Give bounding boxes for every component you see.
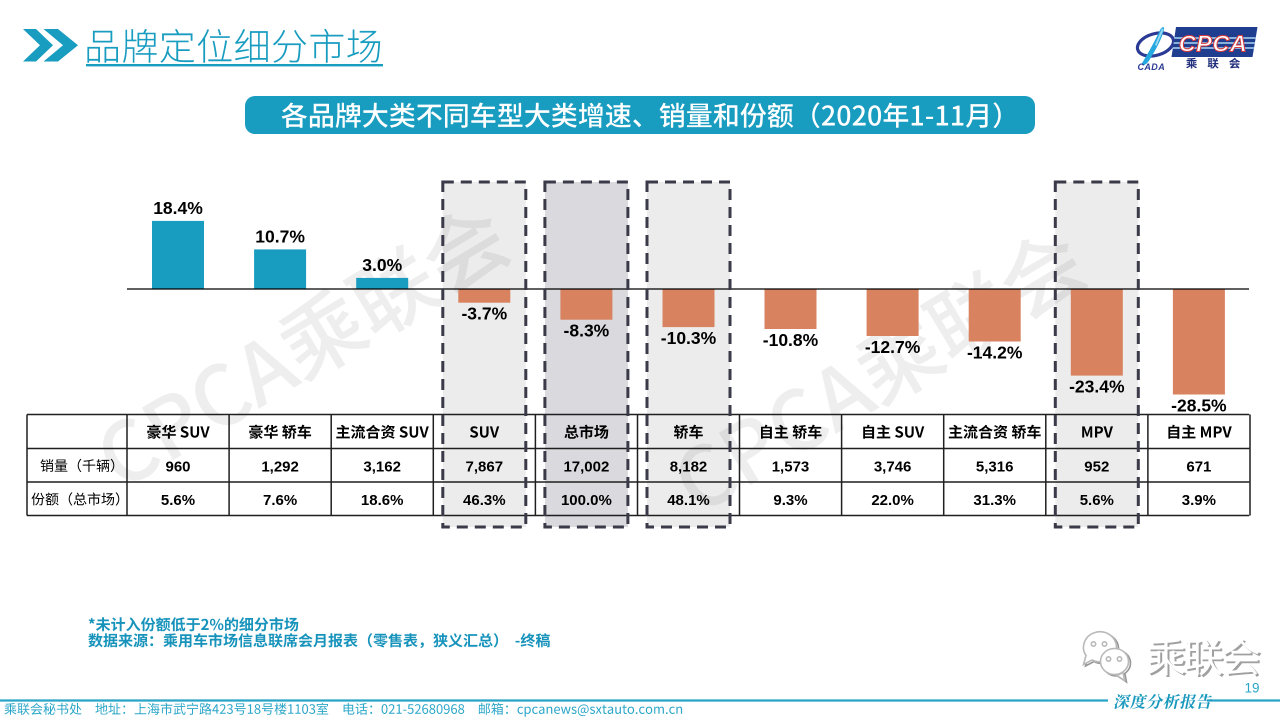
svg-text:-28.5%: -28.5% [1171, 395, 1227, 415]
svg-text:48.1%: 48.1% [667, 492, 710, 509]
svg-text:10.7%: 10.7% [255, 226, 305, 246]
svg-text:1,573: 1,573 [772, 459, 810, 476]
svg-text:7.6%: 7.6% [263, 492, 297, 509]
svg-text:31.3%: 31.3% [973, 492, 1016, 509]
svg-text:1,292: 1,292 [261, 459, 299, 476]
svg-text:CADA: CADA [1138, 62, 1166, 72]
svg-text:3,746: 3,746 [874, 459, 912, 476]
svg-text:-8.3%: -8.3% [564, 321, 610, 341]
svg-text:46.3%: 46.3% [463, 492, 506, 509]
svg-text:7,867: 7,867 [466, 459, 504, 476]
svg-text:9.3%: 9.3% [773, 492, 807, 509]
svg-text:-10.3%: -10.3% [661, 328, 717, 348]
svg-text:3.0%: 3.0% [362, 255, 402, 275]
svg-text:960: 960 [165, 459, 190, 476]
svg-text:-23.4%: -23.4% [1069, 377, 1125, 397]
svg-text:22.0%: 22.0% [871, 492, 914, 509]
svg-text:5,316: 5,316 [976, 459, 1014, 476]
svg-text:8,182: 8,182 [670, 459, 708, 476]
svg-text:18.4%: 18.4% [153, 198, 203, 218]
svg-text:3,162: 3,162 [363, 459, 401, 476]
svg-text:100.0%: 100.0% [561, 492, 612, 509]
svg-text:17,002: 17,002 [563, 459, 609, 476]
svg-text:-3.7%: -3.7% [461, 304, 507, 324]
svg-text:18.6%: 18.6% [361, 492, 404, 509]
svg-text:5.6%: 5.6% [1080, 492, 1114, 509]
svg-text:952: 952 [1084, 459, 1109, 476]
svg-text:3.9%: 3.9% [1182, 492, 1216, 509]
svg-text:19: 19 [1244, 681, 1259, 696]
svg-text:671: 671 [1186, 459, 1211, 476]
svg-text:-12.7%: -12.7% [865, 337, 921, 357]
svg-text:-14.2%: -14.2% [967, 343, 1023, 363]
svg-text:CPCA: CPCA [1179, 31, 1248, 57]
svg-text:-10.8%: -10.8% [763, 330, 819, 350]
svg-text:5.6%: 5.6% [161, 492, 195, 509]
